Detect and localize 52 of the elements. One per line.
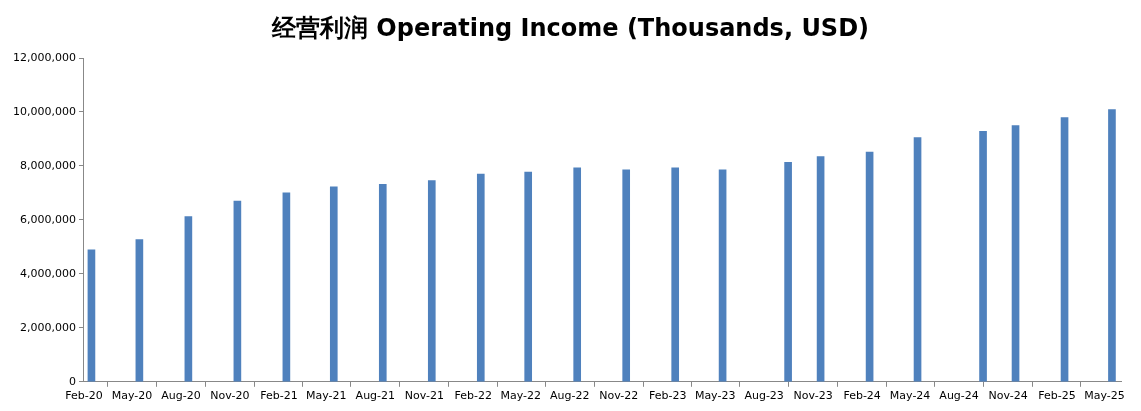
- x-tick-label: Nov-23: [793, 389, 833, 403]
- x-tick-label: Feb-22: [454, 389, 493, 403]
- bar: [524, 171, 533, 382]
- bar: [282, 192, 291, 382]
- x-tick-label: Nov-21: [404, 389, 444, 403]
- x-tick-label: Nov-22: [599, 389, 639, 403]
- bar: [378, 183, 387, 382]
- bar: [427, 180, 436, 382]
- bar: [184, 216, 193, 382]
- bar: [718, 169, 727, 382]
- x-tick-label: Feb-21: [260, 389, 298, 403]
- x-tick-label: Feb-24: [843, 389, 881, 403]
- x-tick-label: May-25: [1084, 389, 1125, 403]
- x-tick-label: Aug-23: [744, 389, 784, 403]
- x-tick-label: Nov-20: [210, 389, 250, 403]
- y-tick-label: 4,000,000: [20, 266, 76, 280]
- bar: [1011, 125, 1020, 382]
- bar: [784, 162, 792, 382]
- bar: [671, 167, 680, 382]
- x-tick-label: Feb-20: [65, 389, 103, 403]
- bar: [865, 151, 874, 382]
- x-tick-label: Nov-24: [988, 389, 1028, 403]
- x-tick-label: Aug-24: [939, 389, 979, 403]
- x-tick-label: May-20: [111, 389, 153, 403]
- bar: [913, 137, 922, 382]
- y-tick-label: 0: [68, 374, 76, 388]
- x-tick-label: May-23: [694, 389, 736, 403]
- y-tick-label: 10,000,000: [13, 104, 76, 118]
- y-tick-label: 8,000,000: [20, 158, 76, 172]
- bar: [622, 169, 631, 382]
- y-tick-label: 6,000,000: [20, 212, 76, 226]
- x-tick-label: May-24: [889, 389, 931, 403]
- y-tick-label: 2,000,000: [20, 320, 76, 334]
- bar: [233, 200, 242, 382]
- bar: [87, 249, 96, 382]
- x-tick-label: Aug-22: [550, 389, 590, 403]
- x-tick-label: Aug-21: [355, 389, 396, 403]
- bar: [1108, 109, 1116, 382]
- bar: [135, 239, 144, 382]
- y-tick-label: 12,000,000: [13, 50, 76, 64]
- x-tick-label: Feb-23: [649, 389, 687, 403]
- x-tick-label: Aug-20: [161, 389, 201, 403]
- x-tick-label: May-21: [306, 389, 347, 403]
- bar: [979, 131, 987, 382]
- x-tick-label: May-22: [500, 389, 541, 403]
- bar: [573, 167, 582, 382]
- bar: [816, 156, 825, 382]
- chart-title: 经营利润 Operating Income (Thousands, USD): [270, 13, 871, 44]
- x-tick-label: Feb-25: [1038, 389, 1076, 403]
- bar: [1060, 117, 1069, 382]
- bar: [476, 173, 485, 382]
- bar: [329, 186, 338, 382]
